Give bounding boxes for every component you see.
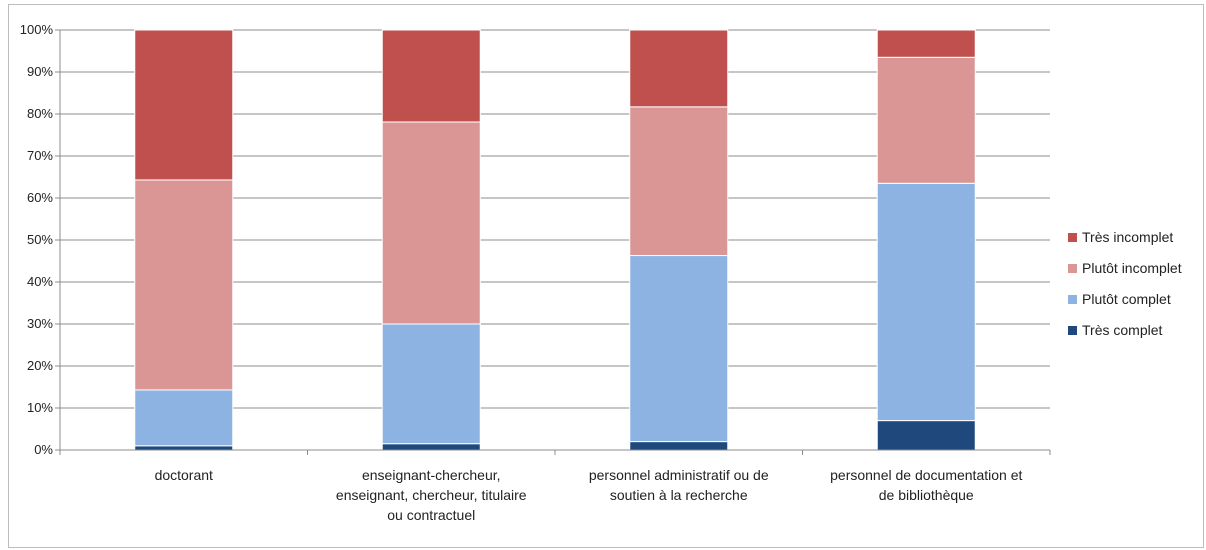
bar-segment [134,389,234,447]
y-tick-label: 60% [27,190,53,205]
y-tick-label: 0% [34,442,53,457]
bar-segment [876,420,976,451]
x-tick-label: soutien à la recherche [610,487,748,503]
legend-swatch [1068,264,1077,273]
bar-segment [134,29,234,181]
bar-segment [381,29,481,123]
y-tick-label: 80% [27,106,53,121]
legend-label: Très complet [1082,322,1163,338]
bar-segment [134,445,234,451]
y-axis: 0% 10% 20% 30% 40% 50% 60% 70% 80% 90% 100% [20,22,61,457]
bar-segment [876,182,976,422]
x-tick-label: doctorant [155,467,213,483]
y-tick-label: 10% [27,400,53,415]
x-tick-label: personnel de documentation et [830,467,1022,483]
y-tick-label: 50% [27,232,53,247]
legend-swatch [1068,295,1077,304]
y-tick-label: 40% [27,274,53,289]
x-tick-label: personnel administratif ou de [589,467,769,483]
bar-segment [134,179,234,391]
bar-segment [381,443,481,451]
x-tick-label: enseignant-chercheur, [362,467,501,483]
y-tick-label: 90% [27,64,53,79]
legend-label: Très incomplet [1082,229,1173,245]
x-tick-label: enseignant, chercheur, titulaire [336,487,527,503]
legend-swatch [1068,233,1077,242]
y-tick-label: 30% [27,316,53,331]
bar-segment [629,255,729,443]
x-tick-label: ou contractuel [387,507,475,523]
legend-label: Plutôt incomplet [1082,260,1182,276]
y-tick-label: 70% [27,148,53,163]
legend-swatch [1068,326,1077,335]
bar-segment [629,441,729,451]
y-tick-label: 20% [27,358,53,373]
bar-segment [381,323,481,445]
bar-segment [876,29,976,58]
x-tick-label: de bibliothèque [879,487,974,503]
bar-segment [629,106,729,257]
bars [134,29,976,451]
x-axis: doctorant enseignant-chercheur, enseignant… [59,449,1051,523]
bar-segment [629,29,729,108]
y-tick-label: 100% [20,22,54,37]
legend-label: Plutôt complet [1082,291,1171,307]
bar-segment [381,121,481,325]
legend: Très incomplet Plutôt incomplet Plutôt com… [1068,229,1182,338]
bar-segment [876,56,976,184]
